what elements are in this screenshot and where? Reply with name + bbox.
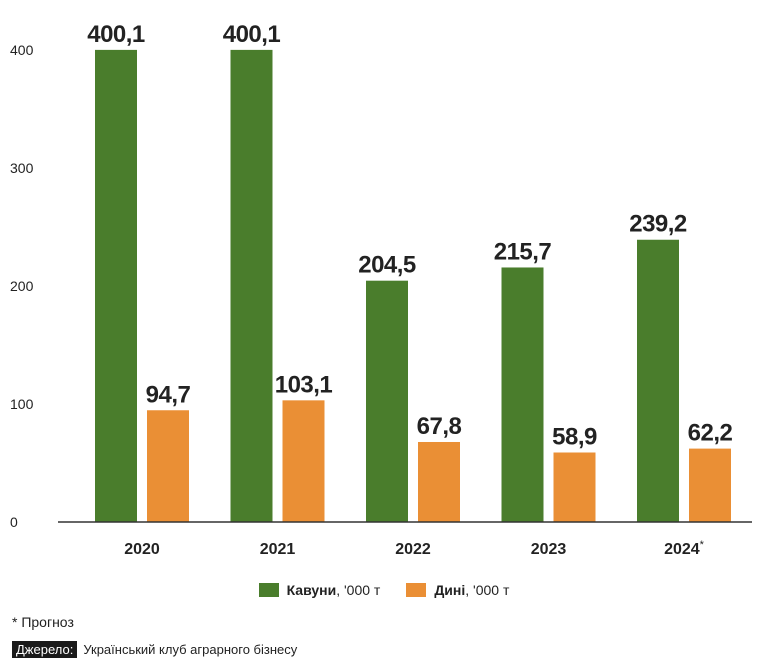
bar-kavuny-2022 <box>366 280 408 522</box>
data-label: 400,1 <box>87 21 145 48</box>
x-tick-label: 2021 <box>260 541 296 558</box>
data-label: 94,7 <box>146 381 191 408</box>
bar-kavuny-2020 <box>95 49 137 523</box>
legend-unit-kavuny: , '000 т <box>336 582 381 598</box>
x-tick-label: 2022 <box>395 541 431 558</box>
legend-item-dyni: Дині, '000 т <box>406 582 509 598</box>
legend-swatch-kavuny <box>258 583 279 597</box>
bar-dyni-2021 <box>282 400 325 522</box>
bar-dyni-2022 <box>418 441 460 522</box>
data-label: 400,1 <box>223 21 281 48</box>
data-label: 204,5 <box>358 252 416 279</box>
footnote: * Прогноз <box>12 614 74 630</box>
data-labels: 400,1 94,7 400,1 103,1 204,5 67,8 215,7 58,9 239… <box>87 21 733 451</box>
data-label: 215,7 <box>494 238 552 265</box>
source-line: Джерело: Український клуб аграрного бізн… <box>12 641 297 658</box>
y-tick-label: 200 <box>10 278 34 294</box>
legend-label-dyni: Дині <box>434 582 466 598</box>
legend-swatch-dyni <box>406 583 427 597</box>
bar-dyni-2023 <box>553 452 596 522</box>
bar-chart: 0 100 200 300 400 400,1 94,7 400,1 103,1 204,5 67… <box>10 21 752 558</box>
data-label: 58,9 <box>552 423 597 450</box>
data-label: 62,2 <box>688 420 733 447</box>
y-tick-label: 100 <box>10 396 34 412</box>
data-label: 67,8 <box>417 413 462 440</box>
legend-item-kavuny: Кавуни, '000 т <box>258 582 381 598</box>
x-axis: 2020 2021 2022 2023 2024* <box>124 539 704 558</box>
x-tick-note: * <box>700 539 705 551</box>
source-text: Український клуб аграрного бізнесу <box>83 642 298 657</box>
x-tick-label: 2023 <box>531 541 567 558</box>
x-tick-label: 2024* <box>664 539 705 558</box>
bar-dyni-2020 <box>147 410 189 522</box>
bar-dyni-2024 <box>689 448 731 522</box>
y-tick-label: 400 <box>10 42 34 58</box>
bar-kavuny-2021 <box>230 49 273 523</box>
y-axis: 0 100 200 300 400 <box>10 42 34 530</box>
legend: Кавуни, '000 т Дині, '000 т <box>0 582 768 598</box>
source-tag: Джерело: <box>12 641 78 658</box>
legend-unit-dyni: , '000 т <box>465 582 510 598</box>
data-label: 103,1 <box>275 371 333 398</box>
bar-kavuny-2024 <box>637 239 679 522</box>
legend-label-kavuny: Кавуни <box>286 582 337 598</box>
bars <box>95 49 731 523</box>
y-tick-label: 300 <box>10 160 34 176</box>
data-label: 239,2 <box>629 211 687 238</box>
x-tick-label: 2020 <box>124 541 160 558</box>
y-tick-label: 0 <box>10 514 18 530</box>
bar-kavuny-2023 <box>501 267 544 522</box>
